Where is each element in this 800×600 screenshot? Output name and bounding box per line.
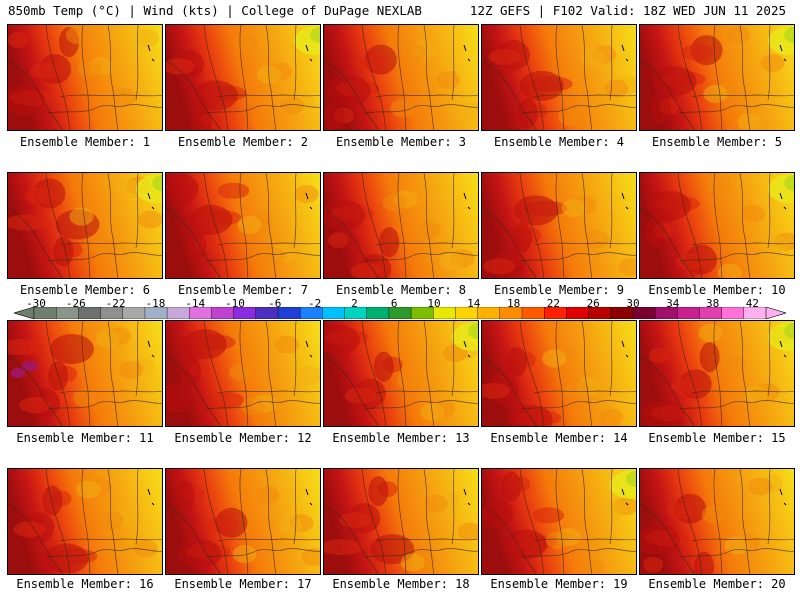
ensemble-member-label: Ensemble Member: 19 [490,577,628,591]
colorbar-tick-label: -10 [225,297,245,310]
valid-time-label: 12Z GEFS | F102 Valid: 18Z WED JUN 11 20… [469,3,786,18]
colorbar-tick-label: 6 [390,297,398,310]
colorbar-tick-label: -30 [26,297,46,310]
ensemble-member-map [639,468,795,575]
ensemble-member-label: Ensemble Member: 8 [335,283,467,297]
colorbar-tick-label: -6 [268,297,282,310]
ensemble-member-label: Ensemble Member: 11 [16,431,154,445]
ensemble-member-label: Ensemble Member: 9 [493,283,625,297]
ensemble-member-map [323,468,479,575]
ensemble-member-label: Ensemble Member: 3 [335,135,467,149]
ensemble-member-map [481,320,637,427]
ensemble-member-label: Ensemble Member: 20 [648,577,786,591]
ensemble-member-map [165,172,321,279]
ensemble-member-label: Ensemble Member: 1 [19,135,151,149]
ensemble-member-map [481,172,637,279]
ensemble-member-label: Ensemble Member: 4 [493,135,625,149]
ensemble-member-label: Ensemble Member: 6 [19,283,151,297]
colorbar-tick-label: 18 [506,297,521,310]
ensemble-member-map [7,468,163,575]
colorbar-tick-label: -22 [105,297,126,310]
ensemble-member-label: Ensemble Member: 15 [648,431,786,445]
colorbar-tick-label: -26 [65,297,86,310]
ensemble-member-label: Ensemble Member: 16 [16,577,154,591]
map-title: 850mb Temp (°C) | Wind (kts) | College o… [8,3,422,18]
ensemble-member-map [481,24,637,131]
temperature-colorbar [14,307,786,319]
ensemble-member-map [323,172,479,279]
ensemble-member-map [7,320,163,427]
colorbar-tick-label: 38 [705,297,720,310]
ensemble-member-map [165,320,321,427]
ensemble-member-label: Ensemble Member: 17 [174,577,312,591]
ensemble-member-map [639,172,795,279]
colorbar-tick-label: 26 [586,297,600,310]
ensemble-member-label: Ensemble Member: 7 [177,283,309,297]
colorbar-tick-label: -2 [307,297,322,310]
ensemble-member-label: Ensemble Member: 2 [177,135,309,149]
ensemble-member-map [165,468,321,575]
ensemble-member-label: Ensemble Member: 5 [651,135,783,149]
ensemble-member-label: Ensemble Member: 14 [490,431,628,445]
ensemble-member-map [323,24,479,131]
colorbar-tick-label: 22 [546,297,561,310]
ensemble-member-label: Ensemble Member: 12 [174,431,312,445]
colorbar-tick-label: 30 [626,297,640,310]
ensemble-member-map [7,172,163,279]
ensemble-member-map [481,468,637,575]
colorbar-tick-label: 42 [745,297,760,310]
ensemble-member-map [639,320,795,427]
colorbar-tick-label: 14 [467,297,481,310]
ensemble-member-label: Ensemble Member: 18 [332,577,470,591]
colorbar-tick-label: -14 [185,297,206,310]
ensemble-member-map [639,24,795,131]
colorbar-tick-label: 10 [427,297,441,310]
ensemble-member-label: Ensemble Member: 13 [332,431,470,445]
ensemble-member-map [165,24,321,131]
ensemble-member-map [7,24,163,131]
colorbar-tick-label: 2 [351,297,358,310]
ensemble-member-label: Ensemble Member: 10 [648,283,786,297]
colorbar-tick-label: -18 [145,297,166,310]
ensemble-member-map [323,320,479,427]
colorbar-tick-label: 34 [666,297,680,310]
